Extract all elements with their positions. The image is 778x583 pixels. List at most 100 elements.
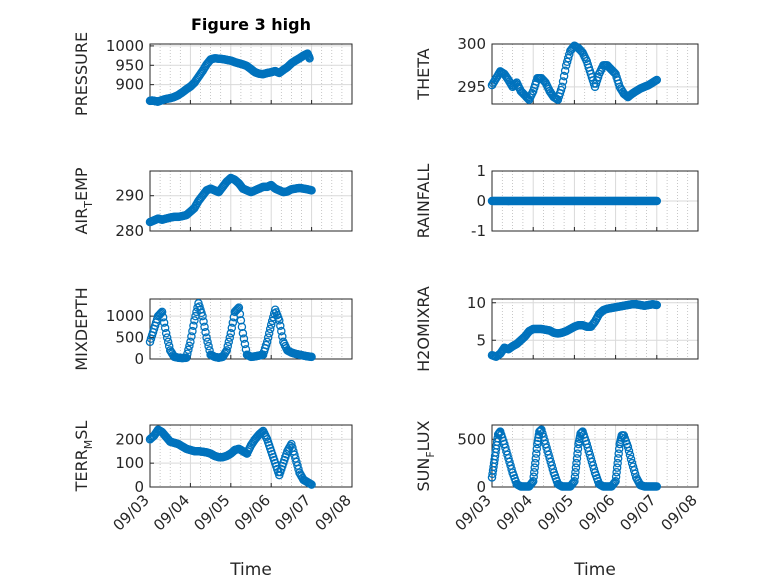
y-tick-label: 300	[457, 35, 486, 53]
data-point	[236, 316, 246, 325]
data-point	[182, 353, 191, 362]
data-point	[610, 68, 619, 78]
y-axis-label: MIXDEPTH	[72, 287, 91, 370]
y-axis-label: TERRMSL	[72, 421, 95, 493]
x-tick-label: 09/05	[190, 491, 233, 534]
data-point	[623, 442, 633, 452]
data-point	[307, 352, 316, 362]
data-point	[573, 449, 582, 458]
y-tick-label: 900	[115, 76, 144, 94]
data-point	[203, 337, 212, 347]
data-point	[185, 341, 194, 351]
y-axis-label: H2OMIXRA	[414, 286, 433, 372]
data-point	[235, 309, 245, 319]
data-point	[263, 333, 273, 342]
data-point	[233, 304, 243, 313]
data-point	[527, 478, 537, 487]
figure-title: Figure 3 high	[191, 15, 311, 34]
data-point	[625, 450, 635, 460]
data-point	[237, 322, 247, 332]
data-point	[611, 477, 620, 486]
data-point	[227, 323, 237, 333]
data-point	[613, 454, 623, 463]
data-point	[570, 477, 579, 486]
x-axis-label-left: Time	[229, 560, 272, 580]
data-point	[307, 186, 316, 195]
data-point	[183, 349, 192, 358]
data-point	[533, 439, 542, 449]
x-tick-label: 09/07	[271, 491, 314, 534]
x-tick-label: 09/08	[658, 491, 701, 534]
data-point	[571, 463, 581, 472]
y-tick-label: 1000	[106, 307, 144, 325]
subplot-6: 5 10 H2OMIXRA	[414, 286, 699, 372]
data-point	[278, 332, 287, 341]
x-tick-label: 09/03	[452, 491, 495, 534]
y-tick-label: 0	[476, 478, 486, 496]
data-point	[572, 458, 581, 468]
data-point	[532, 449, 541, 458]
data-point	[184, 345, 193, 355]
data-point	[238, 329, 248, 338]
marker-series	[487, 425, 662, 491]
data-point	[612, 463, 622, 472]
data-point	[568, 479, 577, 489]
axes-box	[149, 43, 353, 105]
y-tick-label: 295	[457, 78, 486, 96]
data-point	[652, 75, 662, 85]
data-point	[609, 479, 618, 489]
y-tick-label: 0	[134, 350, 144, 368]
data-point	[223, 341, 233, 351]
x-tick-label: 09/03	[110, 491, 153, 534]
data-point	[164, 341, 174, 351]
data-point	[204, 341, 213, 351]
subplot-4: -1 0 1 RAINFALL	[414, 162, 699, 240]
data-point	[626, 454, 636, 464]
data-point	[307, 480, 316, 489]
subplot-2: 295 300 THETA	[414, 35, 699, 105]
y-axis-label: THETA	[414, 48, 433, 100]
data-point	[266, 320, 276, 329]
data-point	[571, 467, 580, 477]
y-tick-label: 100	[115, 454, 144, 472]
data-point	[558, 77, 568, 86]
x-tick-label: 09/05	[534, 491, 577, 534]
data-point	[614, 449, 623, 458]
data-point	[265, 324, 275, 334]
x-tick-label: 09/04	[493, 491, 536, 534]
data-point	[529, 472, 538, 481]
data-point	[156, 308, 166, 318]
y-tick-label: -1	[471, 222, 486, 240]
x-tick-label: 09/06	[231, 491, 274, 534]
y-axis-label: RAINFALL	[414, 164, 433, 239]
data-point	[613, 458, 622, 468]
data-point	[531, 458, 540, 468]
data-point	[557, 82, 567, 92]
data-point	[610, 478, 619, 487]
data-point	[163, 337, 173, 347]
y-tick-label: 0	[134, 478, 144, 496]
data-point	[526, 479, 536, 489]
data-point	[224, 337, 234, 347]
marker-series	[487, 41, 662, 104]
data-point	[221, 347, 230, 357]
data-point	[188, 326, 197, 336]
data-point	[276, 321, 285, 331]
x-tick-label: 09/06	[575, 491, 618, 534]
data-point	[158, 312, 168, 322]
data-point	[522, 93, 532, 102]
y-tick-label: 1	[476, 162, 486, 180]
data-point	[531, 454, 541, 463]
marker-series	[145, 49, 314, 106]
data-point	[190, 316, 199, 325]
data-point	[225, 333, 235, 342]
data-point	[200, 322, 209, 332]
data-point	[222, 346, 232, 355]
x-tick-label: 09/07	[616, 491, 659, 534]
data-point	[530, 463, 539, 472]
data-point	[201, 327, 210, 337]
